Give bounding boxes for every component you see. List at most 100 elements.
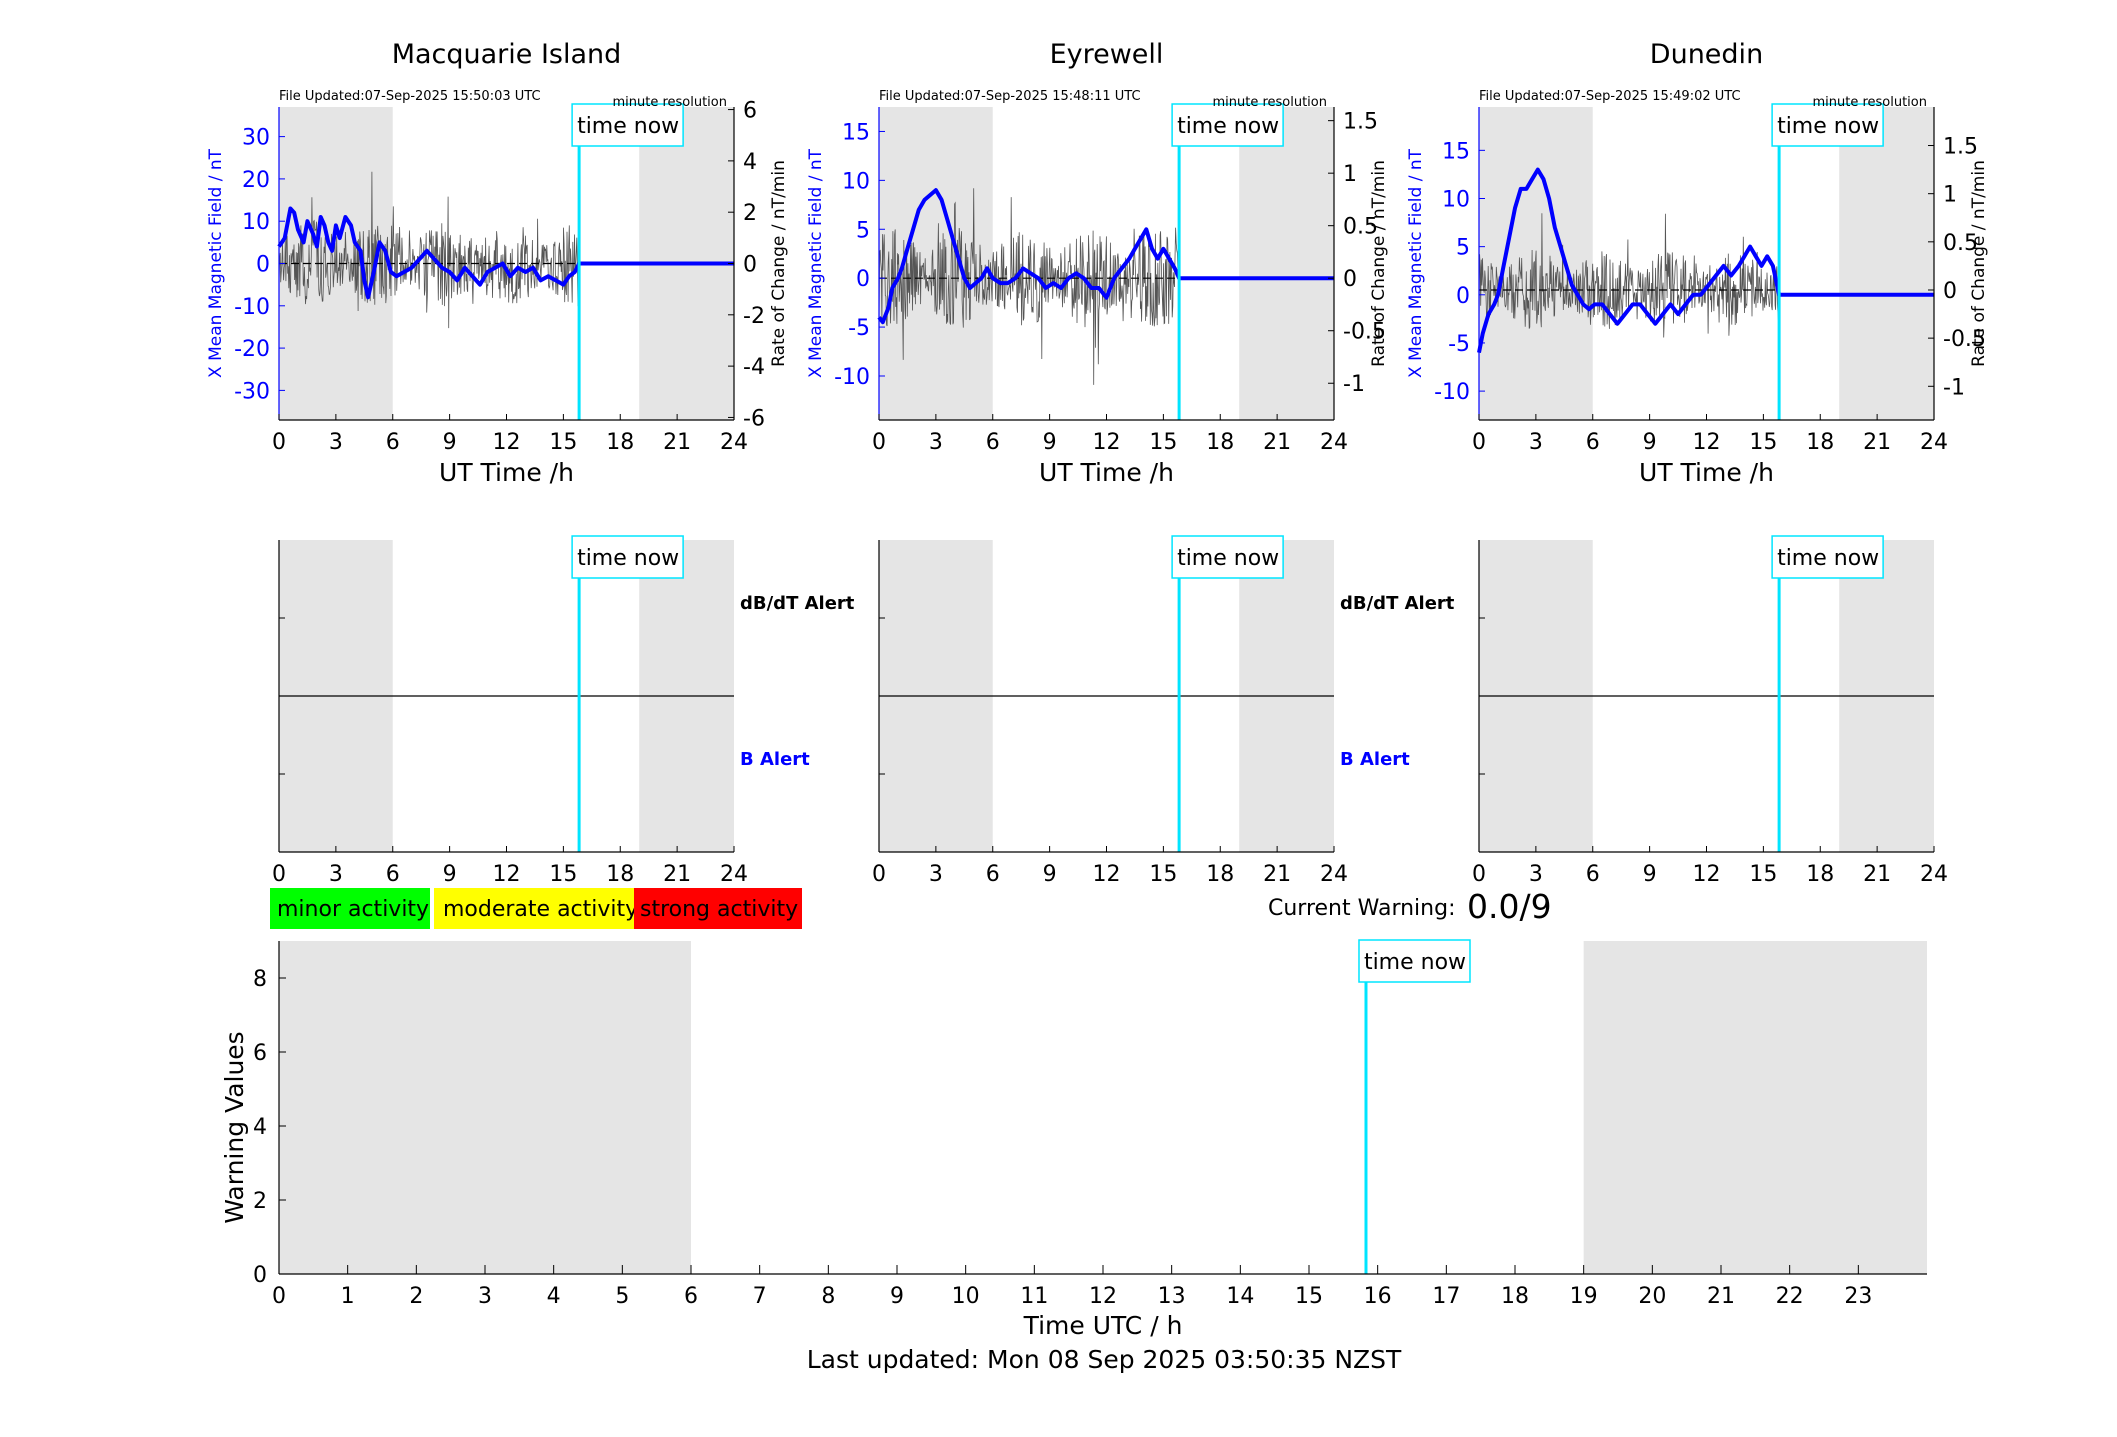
y2-tick-label: -2 bbox=[743, 304, 765, 329]
x-tick-label: 3 bbox=[929, 862, 943, 887]
y-tick-label: -5 bbox=[1448, 332, 1470, 357]
x-axis-label: UT Time /h bbox=[1039, 458, 1174, 487]
x-tick-label: 19 bbox=[1570, 1284, 1598, 1309]
x-tick-label: 15 bbox=[549, 862, 577, 887]
x-tick-label: 6 bbox=[386, 430, 400, 455]
alert-panel-1: time now 0 3 6 9 12 15 18 21 24 dB/dT Alert B Alert bbox=[272, 535, 855, 887]
y2-axis-label: Rate of Change / nT/min bbox=[1969, 160, 1989, 367]
time-now-box bbox=[571, 535, 684, 579]
x-tick-label: 15 bbox=[1749, 430, 1777, 455]
x-tick-label: 6 bbox=[386, 862, 400, 887]
night-shading-0 bbox=[279, 941, 691, 1274]
y-tick-label: -10 bbox=[834, 365, 870, 390]
x-tick-label: 5 bbox=[615, 1284, 629, 1309]
night-shading-1 bbox=[1583, 941, 1927, 1274]
x-tick-label: 16 bbox=[1364, 1284, 1392, 1309]
x-tick-label: 24 bbox=[720, 862, 748, 887]
x-tick-label: 9 bbox=[1043, 862, 1057, 887]
time-now-box bbox=[1171, 535, 1284, 579]
activity-legend: minor activity moderate activity strong … bbox=[270, 888, 802, 929]
y-tick-label: -10 bbox=[234, 295, 270, 320]
magnetic-field-line bbox=[1477, 167, 1934, 353]
x-tick-label: 12 bbox=[1093, 430, 1121, 455]
x-tick-label: 20 bbox=[1638, 1284, 1666, 1309]
y-tick-label: 2 bbox=[253, 1189, 267, 1214]
y2-tick-label: -1 bbox=[1343, 372, 1365, 397]
x-tick-label: 18 bbox=[1206, 430, 1234, 455]
time-now-box bbox=[1771, 535, 1884, 579]
x-tick-label: 21 bbox=[1263, 430, 1291, 455]
x-tick-label: 12 bbox=[1089, 1284, 1117, 1309]
x-tick-label: 22 bbox=[1776, 1284, 1804, 1309]
x-tick-label: 3 bbox=[478, 1284, 492, 1309]
y-axis-label: X Mean Magnetic Field / nT bbox=[1406, 148, 1426, 378]
y2-tick-label: 0.5 bbox=[1943, 231, 1978, 256]
x-tick-label: 13 bbox=[1158, 1284, 1186, 1309]
y-tick-label: 0 bbox=[256, 253, 270, 278]
legend-strong-label: strong activity bbox=[640, 897, 798, 922]
dbdt-alert-label: dB/dT Alert bbox=[1340, 593, 1455, 614]
night-shading-1 bbox=[1239, 107, 1334, 420]
y-tick-label: 0 bbox=[856, 267, 870, 292]
x-tick-label: 0 bbox=[272, 430, 286, 455]
y-tick-label: -5 bbox=[848, 316, 870, 341]
y2-tick-label: -0.5 bbox=[1343, 320, 1386, 345]
file-updated: File Updated:07-Sep-2025 15:48:11 UTC bbox=[879, 89, 1141, 104]
x-tick-label: 6 bbox=[986, 862, 1000, 887]
x-tick-label: 0 bbox=[872, 430, 886, 455]
x-tick-label: 21 bbox=[663, 430, 691, 455]
x-tick-label: 15 bbox=[1295, 1284, 1323, 1309]
x-tick-label: 24 bbox=[720, 430, 748, 455]
time-now-box bbox=[571, 103, 684, 147]
y2-tick-label: -4 bbox=[743, 355, 765, 380]
time-now-label: time now bbox=[1177, 546, 1279, 571]
alert-panel-2: time now 0 3 6 9 12 15 18 21 24 dB/dT Alert B Alert bbox=[872, 535, 1455, 887]
x-axis-label: Time UTC / h bbox=[1023, 1311, 1183, 1340]
dbdt-alert-label: dB/dT Alert bbox=[740, 593, 855, 614]
rate-of-change-line bbox=[878, 188, 1180, 385]
x-tick-label: 12 bbox=[493, 430, 521, 455]
y2-tick-label: 0 bbox=[1943, 279, 1957, 304]
x-tick-label: 14 bbox=[1226, 1284, 1254, 1309]
y2-axis-label: Rate of Change / nT/min bbox=[1369, 160, 1389, 367]
x-tick-label: 3 bbox=[329, 862, 343, 887]
y-tick-label: 0 bbox=[253, 1263, 267, 1288]
x-tick-label: 9 bbox=[443, 862, 457, 887]
x-tick-label: 0 bbox=[1472, 430, 1486, 455]
x-tick-label: 21 bbox=[1263, 862, 1291, 887]
resolution-label: minute resolution bbox=[612, 95, 727, 110]
y2-tick-label: 1 bbox=[1943, 183, 1957, 208]
x-tick-label: 12 bbox=[1693, 862, 1721, 887]
y2-tick-label: 1.5 bbox=[1343, 110, 1378, 135]
x-tick-label: 15 bbox=[1149, 862, 1177, 887]
night-shading-1 bbox=[1839, 107, 1934, 420]
legend-moderate-label: moderate activity bbox=[443, 897, 638, 922]
panel-title: Macquarie Island bbox=[392, 39, 622, 70]
y-tick-label: 0 bbox=[1456, 284, 1470, 309]
x-tick-label: 3 bbox=[329, 430, 343, 455]
x-tick-label: 15 bbox=[1149, 430, 1177, 455]
x-tick-label: 6 bbox=[684, 1284, 698, 1309]
x-tick-label: 12 bbox=[1093, 862, 1121, 887]
y-tick-label: 10 bbox=[242, 210, 270, 235]
x-tick-label: 3 bbox=[1529, 430, 1543, 455]
x-tick-label: 24 bbox=[1320, 862, 1348, 887]
y2-tick-label: 1.5 bbox=[1943, 135, 1978, 160]
time-now-label: time now bbox=[1364, 950, 1466, 975]
x-tick-label: 21 bbox=[1863, 862, 1891, 887]
x-tick-label: 24 bbox=[1320, 430, 1348, 455]
x-tick-label: 18 bbox=[1501, 1284, 1529, 1309]
panel-title: Dunedin bbox=[1650, 39, 1763, 70]
x-tick-label: 0 bbox=[272, 1284, 286, 1309]
x-tick-label: 1 bbox=[341, 1284, 355, 1309]
x-tick-label: 10 bbox=[952, 1284, 980, 1309]
y2-tick-label: 0.5 bbox=[1343, 215, 1378, 240]
x-tick-label: 21 bbox=[1707, 1284, 1735, 1309]
x-tick-label: 21 bbox=[663, 862, 691, 887]
x-tick-label: 6 bbox=[1586, 430, 1600, 455]
y-tick-label: 5 bbox=[1456, 236, 1470, 261]
b-alert-label: B Alert bbox=[740, 749, 810, 770]
y-tick-label: 15 bbox=[842, 120, 870, 145]
